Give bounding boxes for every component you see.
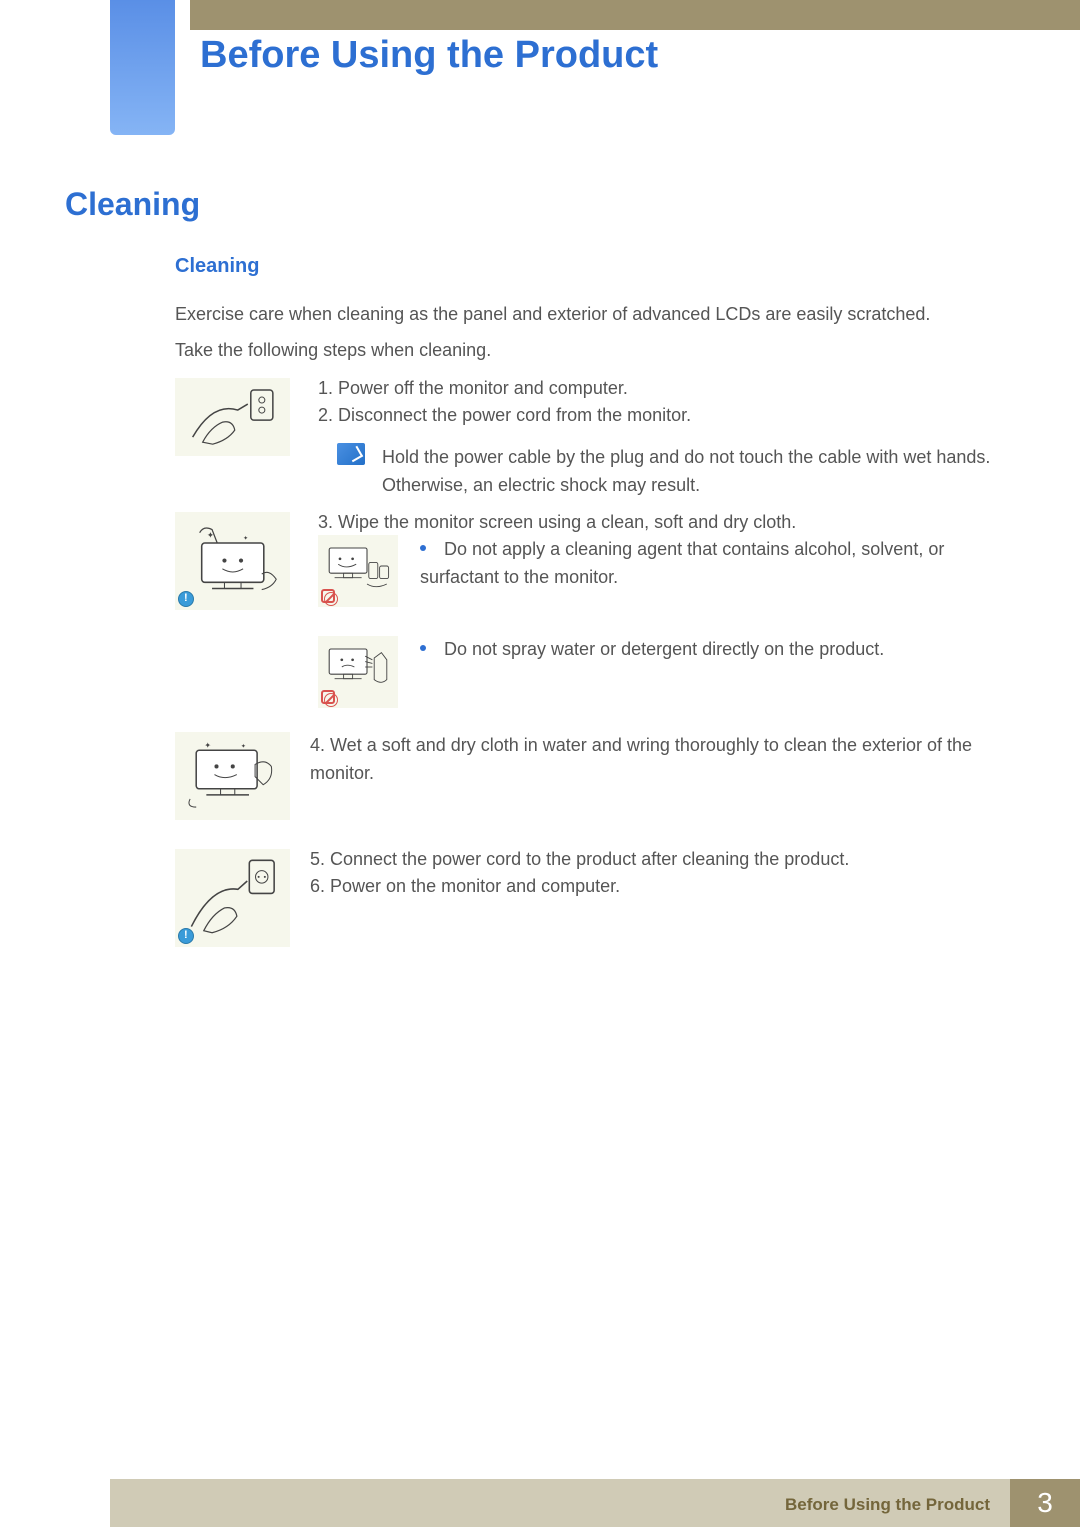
bullet-dot-icon bbox=[420, 545, 426, 551]
illustration-unplug bbox=[175, 378, 290, 456]
section-heading: Cleaning bbox=[65, 186, 200, 223]
info-badge-icon bbox=[178, 928, 194, 944]
page-number-box: 3 bbox=[1010, 1479, 1080, 1527]
step-2: 2. Disconnect the power cord from the mo… bbox=[318, 405, 691, 426]
bullet-1: Do not apply a cleaning agent that conta… bbox=[420, 536, 960, 592]
page-number: 3 bbox=[1037, 1487, 1053, 1519]
chapter-tab bbox=[110, 0, 175, 135]
top-banner bbox=[190, 0, 1080, 30]
illustration-wipe-exterior: ✦ ✦ bbox=[175, 732, 290, 820]
chapter-title: Before Using the Product bbox=[200, 34, 658, 77]
svg-text:✦: ✦ bbox=[241, 744, 246, 751]
bullet-2-text: Do not spray water or detergent directly… bbox=[444, 639, 884, 659]
footer-left-gap bbox=[0, 1479, 110, 1527]
info-badge-icon bbox=[178, 591, 194, 607]
intro-text-1: Exercise care when cleaning as the panel… bbox=[175, 300, 930, 329]
bullet-1-text: Do not apply a cleaning agent that conta… bbox=[420, 539, 944, 587]
svg-text:✦: ✦ bbox=[204, 742, 211, 751]
bullet-dot-icon bbox=[420, 645, 426, 651]
step-1: 1. Power off the monitor and computer. bbox=[318, 378, 628, 399]
sub-heading: Cleaning bbox=[175, 255, 259, 278]
step-3: 3. Wipe the monitor screen using a clean… bbox=[318, 512, 796, 533]
footer-chapter-label: Before Using the Product bbox=[785, 1495, 990, 1515]
svg-text:✦: ✦ bbox=[207, 531, 214, 540]
svg-text:✦: ✦ bbox=[243, 535, 248, 542]
intro-text-2: Take the following steps when cleaning. bbox=[175, 336, 491, 365]
step-4: 4. Wet a soft and dry cloth in water and… bbox=[310, 732, 980, 788]
prohibit-icon bbox=[321, 690, 335, 704]
step-5: 5. Connect the power cord to the product… bbox=[310, 849, 849, 870]
prohibit-icon bbox=[321, 589, 335, 603]
note-text: Hold the power cable by the plug and do … bbox=[382, 444, 1000, 500]
bullet-2: Do not spray water or detergent directly… bbox=[420, 636, 1020, 664]
step-6: 6. Power on the monitor and computer. bbox=[310, 876, 620, 897]
note-icon bbox=[337, 443, 365, 465]
